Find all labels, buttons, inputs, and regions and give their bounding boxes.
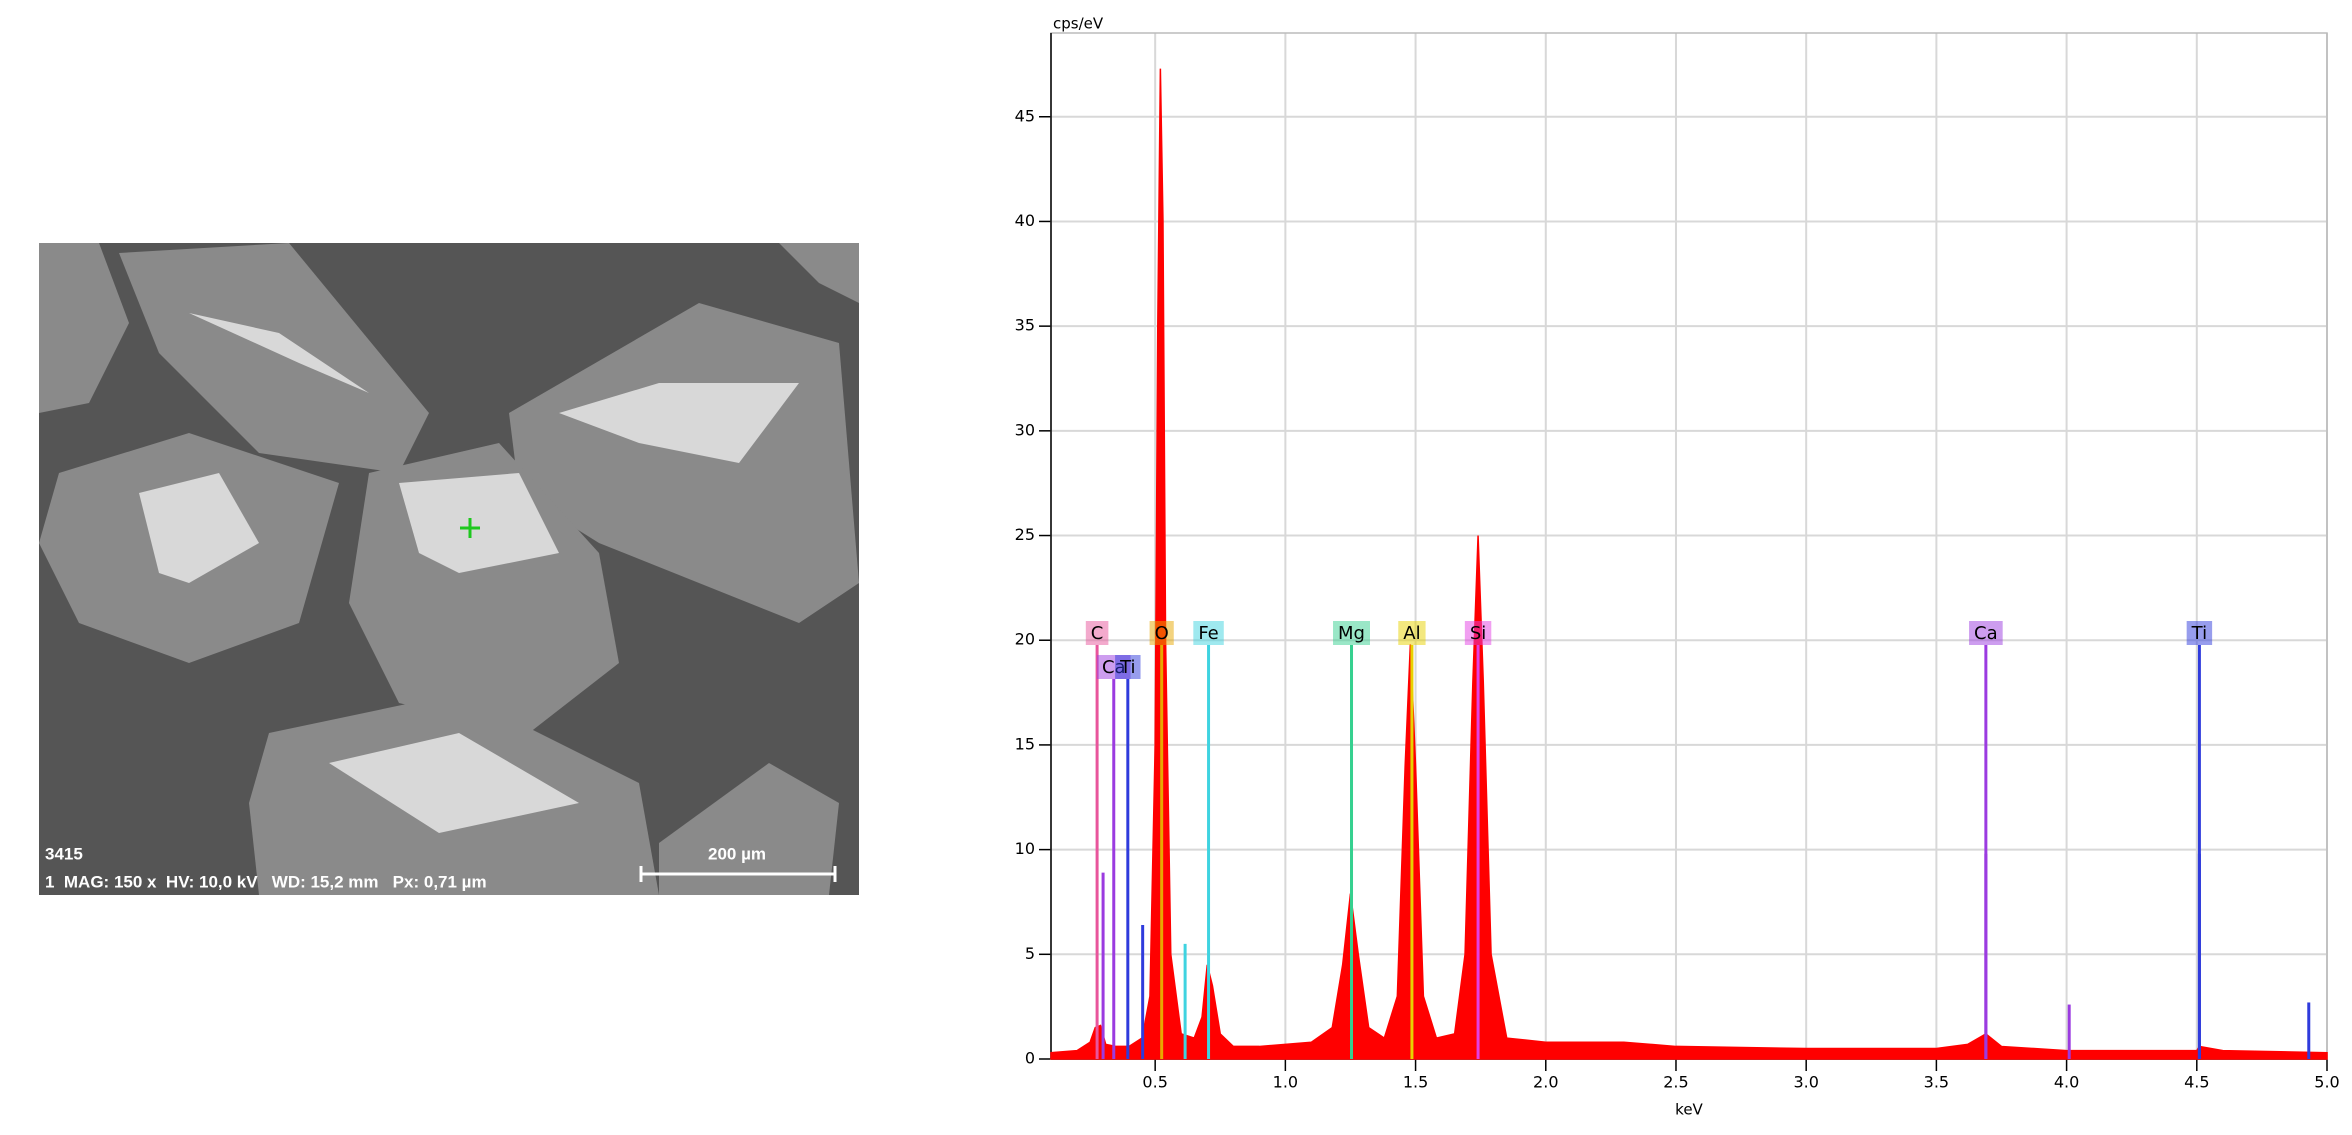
element-label-text: O [1155,623,1169,644]
x-tick-label: 0.5 [1142,1073,1167,1092]
element-label: Ti [2186,621,2213,645]
element-label-text: Fe [1198,623,1218,644]
element-label: Si [1464,621,1492,645]
element-label-box [1398,621,1426,645]
x-tick-label: 1.5 [1403,1073,1428,1092]
element-label-text: C [1091,623,1104,644]
y-tick-label: 5 [1025,944,1035,963]
y-tick-label: 40 [1015,211,1035,230]
element-label: Fe [1193,621,1224,645]
element-label-text: Mg [1338,623,1365,644]
element-label-box [1085,621,1109,645]
element-label-text: Ti [2191,623,2207,644]
element-label-box [1149,621,1174,645]
measure-point [460,518,480,538]
element-label-text: Si [1470,623,1486,644]
x-tick-label: 4.0 [2054,1073,2079,1092]
x-axis-label: keV [1675,1101,1703,1119]
y-tick-label: 35 [1015,316,1035,335]
element-label: Mg [1333,621,1370,645]
sample-id: 3415 [45,844,83,863]
y-tick-label: 10 [1015,839,1035,858]
element-label: Ti [1115,655,1141,679]
y-axis-label: cps/eV [1053,15,1104,33]
x-tick-label: 3.5 [1924,1073,1949,1092]
element-label-box [1969,621,2003,645]
element-label-box [1333,621,1370,645]
element-label-box [1464,621,1492,645]
x-tick-label: 5.0 [2314,1073,2339,1092]
spectrum [1050,68,2328,1060]
y-tick-label: 20 [1015,630,1035,649]
y-tick-label: 45 [1015,106,1035,125]
element-label-text: Ti [1119,657,1135,678]
element-label-box [2186,621,2213,645]
highlights [139,313,799,833]
element-label: C [1085,621,1109,645]
sem-info: 1 MAG: 150 x HV: 10,0 kV WD: 15,2 mm Px:… [45,872,487,891]
y-tick-label: 25 [1015,525,1035,544]
element-label: Ca [1969,621,2003,645]
element-label: O [1149,621,1174,645]
x-tick-label: 4.5 [2184,1073,2209,1092]
x-tick-label: 2.0 [1533,1073,1558,1092]
y-tick-label: 15 [1015,734,1035,753]
y-tick-label: 30 [1015,420,1035,439]
element-label-text: Ca [1974,623,1998,644]
plot-frame [1050,32,2328,1060]
scale-bar-label: 200 µm [708,844,766,863]
element-label: Al [1398,621,1426,645]
element-label-box [1115,655,1141,679]
element-label-text: Al [1403,623,1420,644]
y-tick-label: 0 [1025,1049,1035,1068]
x-tick-label: 3.0 [1793,1073,1818,1092]
element-label-box [1193,621,1224,645]
sem-image: 3415 1 MAG: 150 x HV: 10,0 kV WD: 15,2 m… [39,243,859,895]
x-tick-label: 1.0 [1273,1073,1298,1092]
scale-bar [639,866,837,882]
x-tick-label: 2.5 [1663,1073,1688,1092]
